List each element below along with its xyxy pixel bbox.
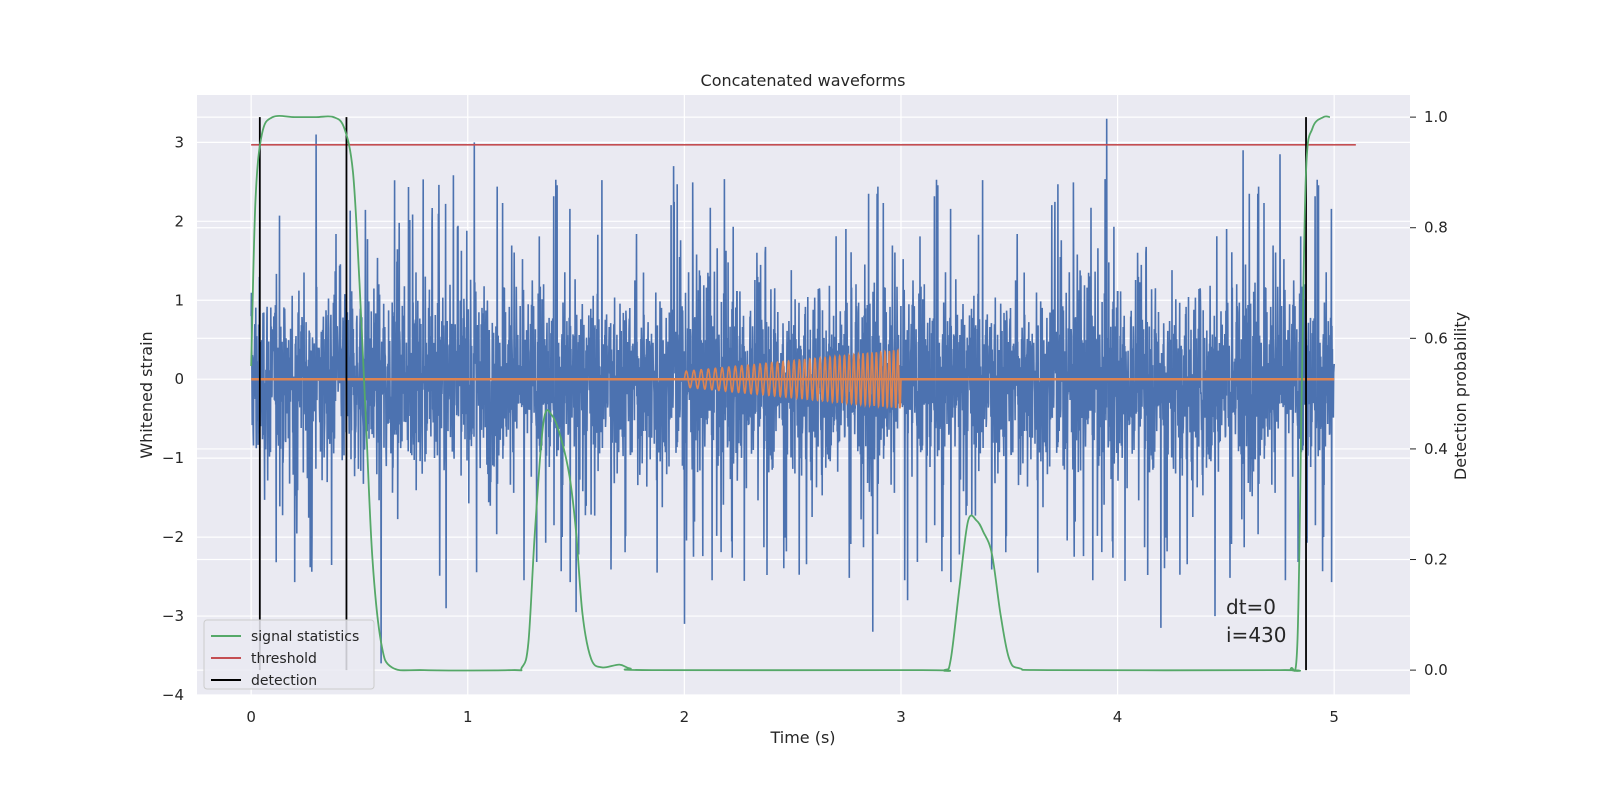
legend-label: signal statistics <box>251 629 359 645</box>
y-tick-label: −2 <box>162 528 184 546</box>
x-tick-label: 4 <box>1113 708 1123 726</box>
y-axis-label-right: Detection probability <box>1451 312 1470 480</box>
x-tick-label: 2 <box>680 708 690 726</box>
strain-noise-series <box>250 118 1335 664</box>
y-tick-label: −1 <box>162 449 184 467</box>
y-tick-label-right: 0.4 <box>1424 440 1448 458</box>
y-tick-label: −4 <box>162 686 184 704</box>
annotation-index: i=430 <box>1226 623 1287 647</box>
x-tick-label: 1 <box>463 708 473 726</box>
y-tick-label-right: 0.8 <box>1424 219 1448 237</box>
x-axis-label: Time (s) <box>769 728 835 747</box>
signal-statistics-series <box>250 115 1331 672</box>
y-tick-label: 2 <box>174 212 184 230</box>
x-tick-labels: 0 1 2 3 4 5 <box>246 708 1339 726</box>
y-tick-labels-right: 0.0 0.2 0.4 0.6 0.8 1.0 <box>1410 108 1448 679</box>
legend: signal statistics threshold detection <box>203 619 375 690</box>
series-layer <box>250 115 1356 672</box>
x-tick-label: 5 <box>1329 708 1339 726</box>
y-tick-label: −3 <box>162 607 184 625</box>
y-axis-label-left: Whitened strain <box>137 331 156 458</box>
x-tick-label: 0 <box>246 708 256 726</box>
y-tick-label: 3 <box>174 133 184 151</box>
detection-lines <box>258 117 1307 671</box>
y-tick-label-right: 0.2 <box>1424 551 1448 569</box>
annotation: dt=0 i=430 <box>1226 595 1287 647</box>
chart-title: Concatenated waveforms <box>701 71 906 90</box>
y-tick-labels-left: −4 −3 −2 −1 0 1 2 3 <box>162 133 184 704</box>
legend-label: detection <box>251 673 317 689</box>
y-tick-label: 0 <box>174 370 184 388</box>
y-tick-label-right: 1.0 <box>1424 108 1448 126</box>
legend-box <box>203 619 375 690</box>
y-tick-label-right: 0.6 <box>1424 329 1448 347</box>
y-tick-label-right: 0.0 <box>1424 661 1448 679</box>
x-tick-label: 3 <box>896 708 906 726</box>
legend-label: threshold <box>251 651 317 667</box>
annotation-dt: dt=0 <box>1226 595 1276 619</box>
y-tick-label: 1 <box>174 291 184 309</box>
